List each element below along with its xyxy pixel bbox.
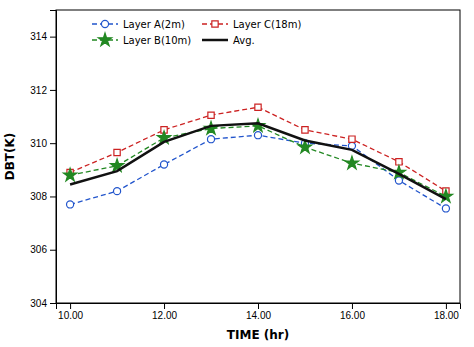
plot-frame <box>56 10 460 303</box>
y-tick-mark <box>50 196 56 197</box>
series-marker <box>254 132 261 139</box>
y-tick-label: 314 <box>30 31 47 42</box>
series <box>63 119 452 202</box>
y-tick-mark <box>50 250 56 251</box>
y-tick-label: 310 <box>30 138 47 149</box>
y-tick-label: 306 <box>30 244 47 255</box>
x-tick-mark <box>446 303 447 309</box>
series <box>67 104 449 194</box>
series-marker <box>63 168 76 181</box>
series-line <box>70 135 446 208</box>
series-marker <box>255 104 261 110</box>
series-marker <box>302 127 308 133</box>
legend-entry: Avg. <box>202 35 255 46</box>
y-tick: 306 <box>30 244 56 255</box>
legend-marker <box>212 21 218 27</box>
x-tick: 10.00 <box>58 303 83 321</box>
series <box>70 123 446 199</box>
y-tick: 308 <box>30 191 56 202</box>
series-marker <box>114 149 120 155</box>
series-marker <box>67 201 74 208</box>
x-tick-mark <box>258 303 259 309</box>
x-tick: 16.00 <box>340 303 365 321</box>
y-tick-label: 304 <box>30 298 47 309</box>
legend-label: Layer A(2m) <box>123 19 185 30</box>
legend-label: Layer C(18m) <box>233 19 301 30</box>
series-marker <box>349 136 355 142</box>
y-axis-line <box>50 11 57 304</box>
x-tick-mark <box>352 303 353 309</box>
plot: 10.00 12.00 14.00 16.00 18.00 304 306 308 310 312… <box>30 10 460 321</box>
x-tick-label: 12.00 <box>152 310 177 321</box>
legend-label: Avg. <box>233 35 255 46</box>
y-tick-mark <box>50 143 56 144</box>
series-line <box>70 126 446 197</box>
y-axis-title: DBT(K) <box>3 133 17 181</box>
x-tick: 18.00 <box>434 303 459 321</box>
series-marker <box>208 112 214 118</box>
y-axis: 304 306 308 310 312 314 <box>30 11 56 309</box>
x-tick: 14.00 <box>246 303 271 321</box>
x-tick-label: 14.00 <box>246 310 271 321</box>
legend-entry: Layer A(2m) <box>92 19 185 30</box>
y-tick: 314 <box>30 31 56 42</box>
legend-entry: Layer C(18m) <box>202 19 301 30</box>
x-tick-label: 16.00 <box>340 310 365 321</box>
series-marker <box>160 161 167 168</box>
series-marker <box>114 188 121 195</box>
series-line <box>70 107 446 191</box>
x-tick-label: 18.00 <box>434 310 459 321</box>
chart: 10.00 12.00 14.00 16.00 18.00 304 306 308 310 312… <box>0 0 474 347</box>
legend-marker <box>101 20 108 27</box>
y-tick: 312 <box>30 85 56 96</box>
y-tick-mark <box>50 90 56 91</box>
marks <box>63 104 452 212</box>
legend-label: Layer B(10m) <box>123 35 191 46</box>
x-axis-title: TIME (hr) <box>227 328 289 342</box>
y-tick: 304 <box>30 298 56 309</box>
x-tick-mark <box>164 303 165 309</box>
y-tick-label: 312 <box>30 85 47 96</box>
legend-marker <box>98 33 111 46</box>
series-marker <box>442 205 449 212</box>
series-marker <box>395 177 402 184</box>
series-marker <box>345 156 358 169</box>
series <box>67 132 450 212</box>
series-marker <box>207 136 214 143</box>
y-tick: 310 <box>30 138 56 149</box>
x-tick: 12.00 <box>152 303 177 321</box>
series-line <box>70 123 446 199</box>
x-axis-line <box>57 304 461 310</box>
legend-entry: Layer B(10m) <box>92 33 191 46</box>
x-axis: 10.00 12.00 14.00 16.00 18.00 <box>57 303 461 321</box>
x-tick-label: 10.00 <box>58 310 83 321</box>
legend-swatch <box>202 39 228 42</box>
x-tick-mark <box>70 303 71 309</box>
legend: Layer A(2m) Layer C(18m) Layer B(10m) Avg. <box>92 19 301 46</box>
y-tick-label: 308 <box>30 191 47 202</box>
y-tick-mark <box>50 303 56 304</box>
y-tick-mark <box>50 37 56 38</box>
